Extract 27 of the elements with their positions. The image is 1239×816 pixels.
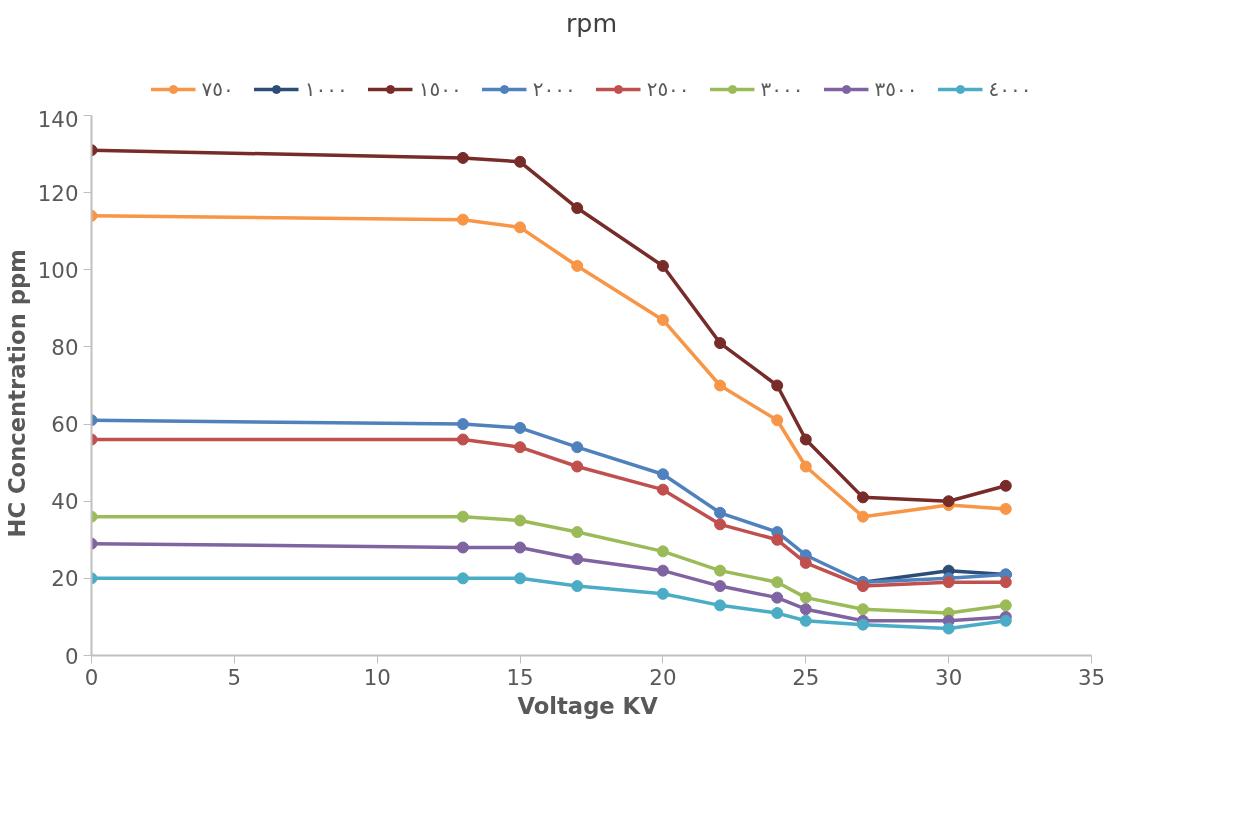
y-tick-label: 60	[51, 412, 79, 438]
x-tick-label: 25	[792, 664, 820, 690]
legend-label: ٣٠٠٠	[760, 77, 804, 101]
y-tick-label: 20	[51, 566, 79, 592]
y-tick-label: 0	[64, 643, 79, 669]
legend-label: ٢٥٠٠	[646, 77, 690, 101]
legend-label: ٣٥٠٠	[874, 77, 918, 101]
x-tick-label: 5	[227, 664, 242, 690]
y-tick-label: 80	[51, 334, 79, 360]
x-axis-title: Voltage KV	[517, 692, 659, 719]
legend-label: ٢٠٠٠	[532, 77, 576, 101]
x-tick-label: 15	[506, 664, 534, 690]
y-tick-label: 120	[37, 180, 79, 206]
x-tick-label: 10	[363, 664, 391, 690]
x-tick-label: 0	[84, 664, 99, 690]
x-tick-label: 30	[935, 664, 963, 690]
x-tick-label: 35	[1077, 664, 1106, 690]
y-tick-label: 140	[37, 106, 79, 132]
legend-label: ٤٠٠٠	[988, 77, 1032, 101]
chart-title: rpm	[565, 7, 618, 38]
y-tick-label: 40	[51, 489, 79, 515]
legend-label: ٧٥٠	[201, 77, 234, 101]
y-tick-label: 100	[37, 257, 79, 283]
legend-label: ١٥٠٠	[418, 77, 462, 101]
y-axis-title: HC Concentration ppm	[3, 249, 30, 538]
legend-label: ١٠٠٠	[304, 77, 348, 101]
x-tick-label: 20	[649, 664, 677, 690]
